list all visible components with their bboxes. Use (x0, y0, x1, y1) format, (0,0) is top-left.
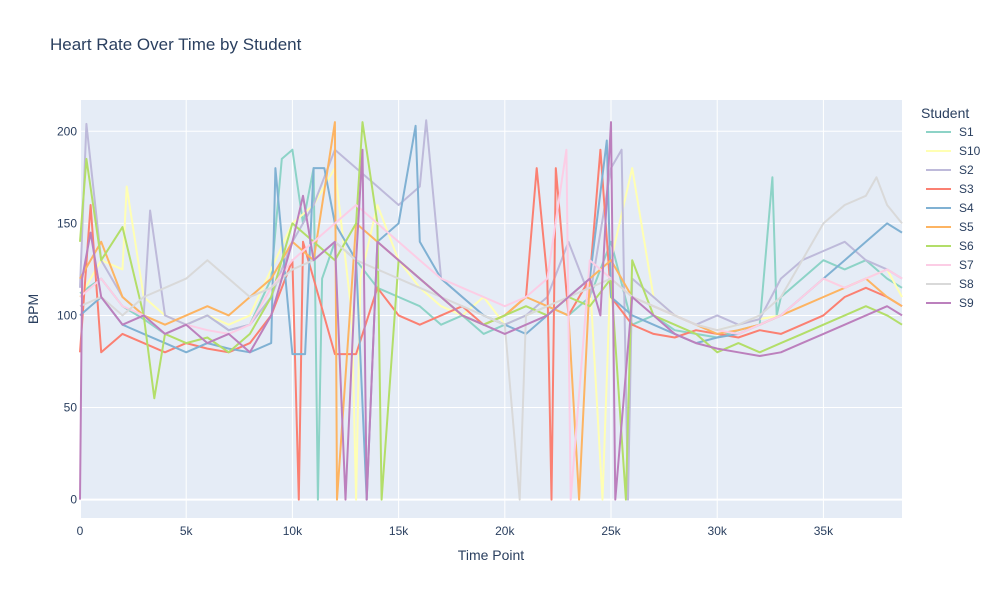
chart-title: Heart Rate Over Time by Student (50, 35, 302, 54)
series-lines (79, 119, 903, 501)
series-line-s7 (79, 148, 903, 501)
legend-label: S5 (959, 220, 974, 234)
legend-label: S7 (959, 258, 974, 272)
y-tick-label: 0 (70, 493, 77, 507)
legend-label: S10 (959, 144, 981, 158)
legend-item-s7[interactable]: S7 (926, 258, 974, 272)
grid-lines (79, 100, 902, 518)
y-tick-label: 50 (64, 401, 78, 415)
legend-item-s10[interactable]: S10 (926, 144, 981, 158)
legend-item-s4[interactable]: S4 (926, 201, 974, 215)
legend: Student S1 S10 S2 S3 S4 S5 S6 S7 S8 S9 (921, 105, 981, 310)
axis-ticks: 0 5k 10k 15k 20k 25k 30k 35k 0 50 100 150 200 (57, 124, 834, 538)
legend-label: S3 (959, 182, 974, 196)
legend-item-s2[interactable]: S2 (926, 163, 974, 177)
x-axis-title: Time Point (458, 547, 525, 563)
legend-label: S6 (959, 239, 974, 253)
legend-label: S9 (959, 296, 974, 310)
y-tick-label: 150 (57, 216, 77, 230)
legend-item-s3[interactable]: S3 (926, 182, 974, 196)
x-tick-label: 35k (814, 524, 834, 538)
x-tick-label: 10k (283, 524, 303, 538)
legend-item-s6[interactable]: S6 (926, 239, 974, 253)
x-tick-label: 5k (180, 524, 194, 538)
legend-item-s9[interactable]: S9 (926, 296, 974, 310)
legend-label: S8 (959, 277, 974, 291)
x-tick-label: 30k (708, 524, 728, 538)
legend-label: S4 (959, 201, 974, 215)
x-tick-label: 0 (77, 524, 84, 538)
y-tick-label: 200 (57, 124, 77, 138)
series-line-s9 (79, 121, 903, 501)
x-tick-label: 20k (495, 524, 515, 538)
y-axis-title: BPM (25, 294, 41, 324)
y-tick-label: 100 (57, 308, 77, 322)
legend-label: S1 (959, 125, 974, 139)
legend-label: S2 (959, 163, 974, 177)
legend-item-s8[interactable]: S8 (926, 277, 974, 291)
x-tick-label: 15k (389, 524, 409, 538)
series-line-s8 (79, 176, 903, 501)
legend-title: Student (921, 105, 969, 121)
x-tick-label: 25k (601, 524, 621, 538)
legend-item-s5[interactable]: S5 (926, 220, 974, 234)
legend-item-s1[interactable]: S1 (926, 125, 974, 139)
